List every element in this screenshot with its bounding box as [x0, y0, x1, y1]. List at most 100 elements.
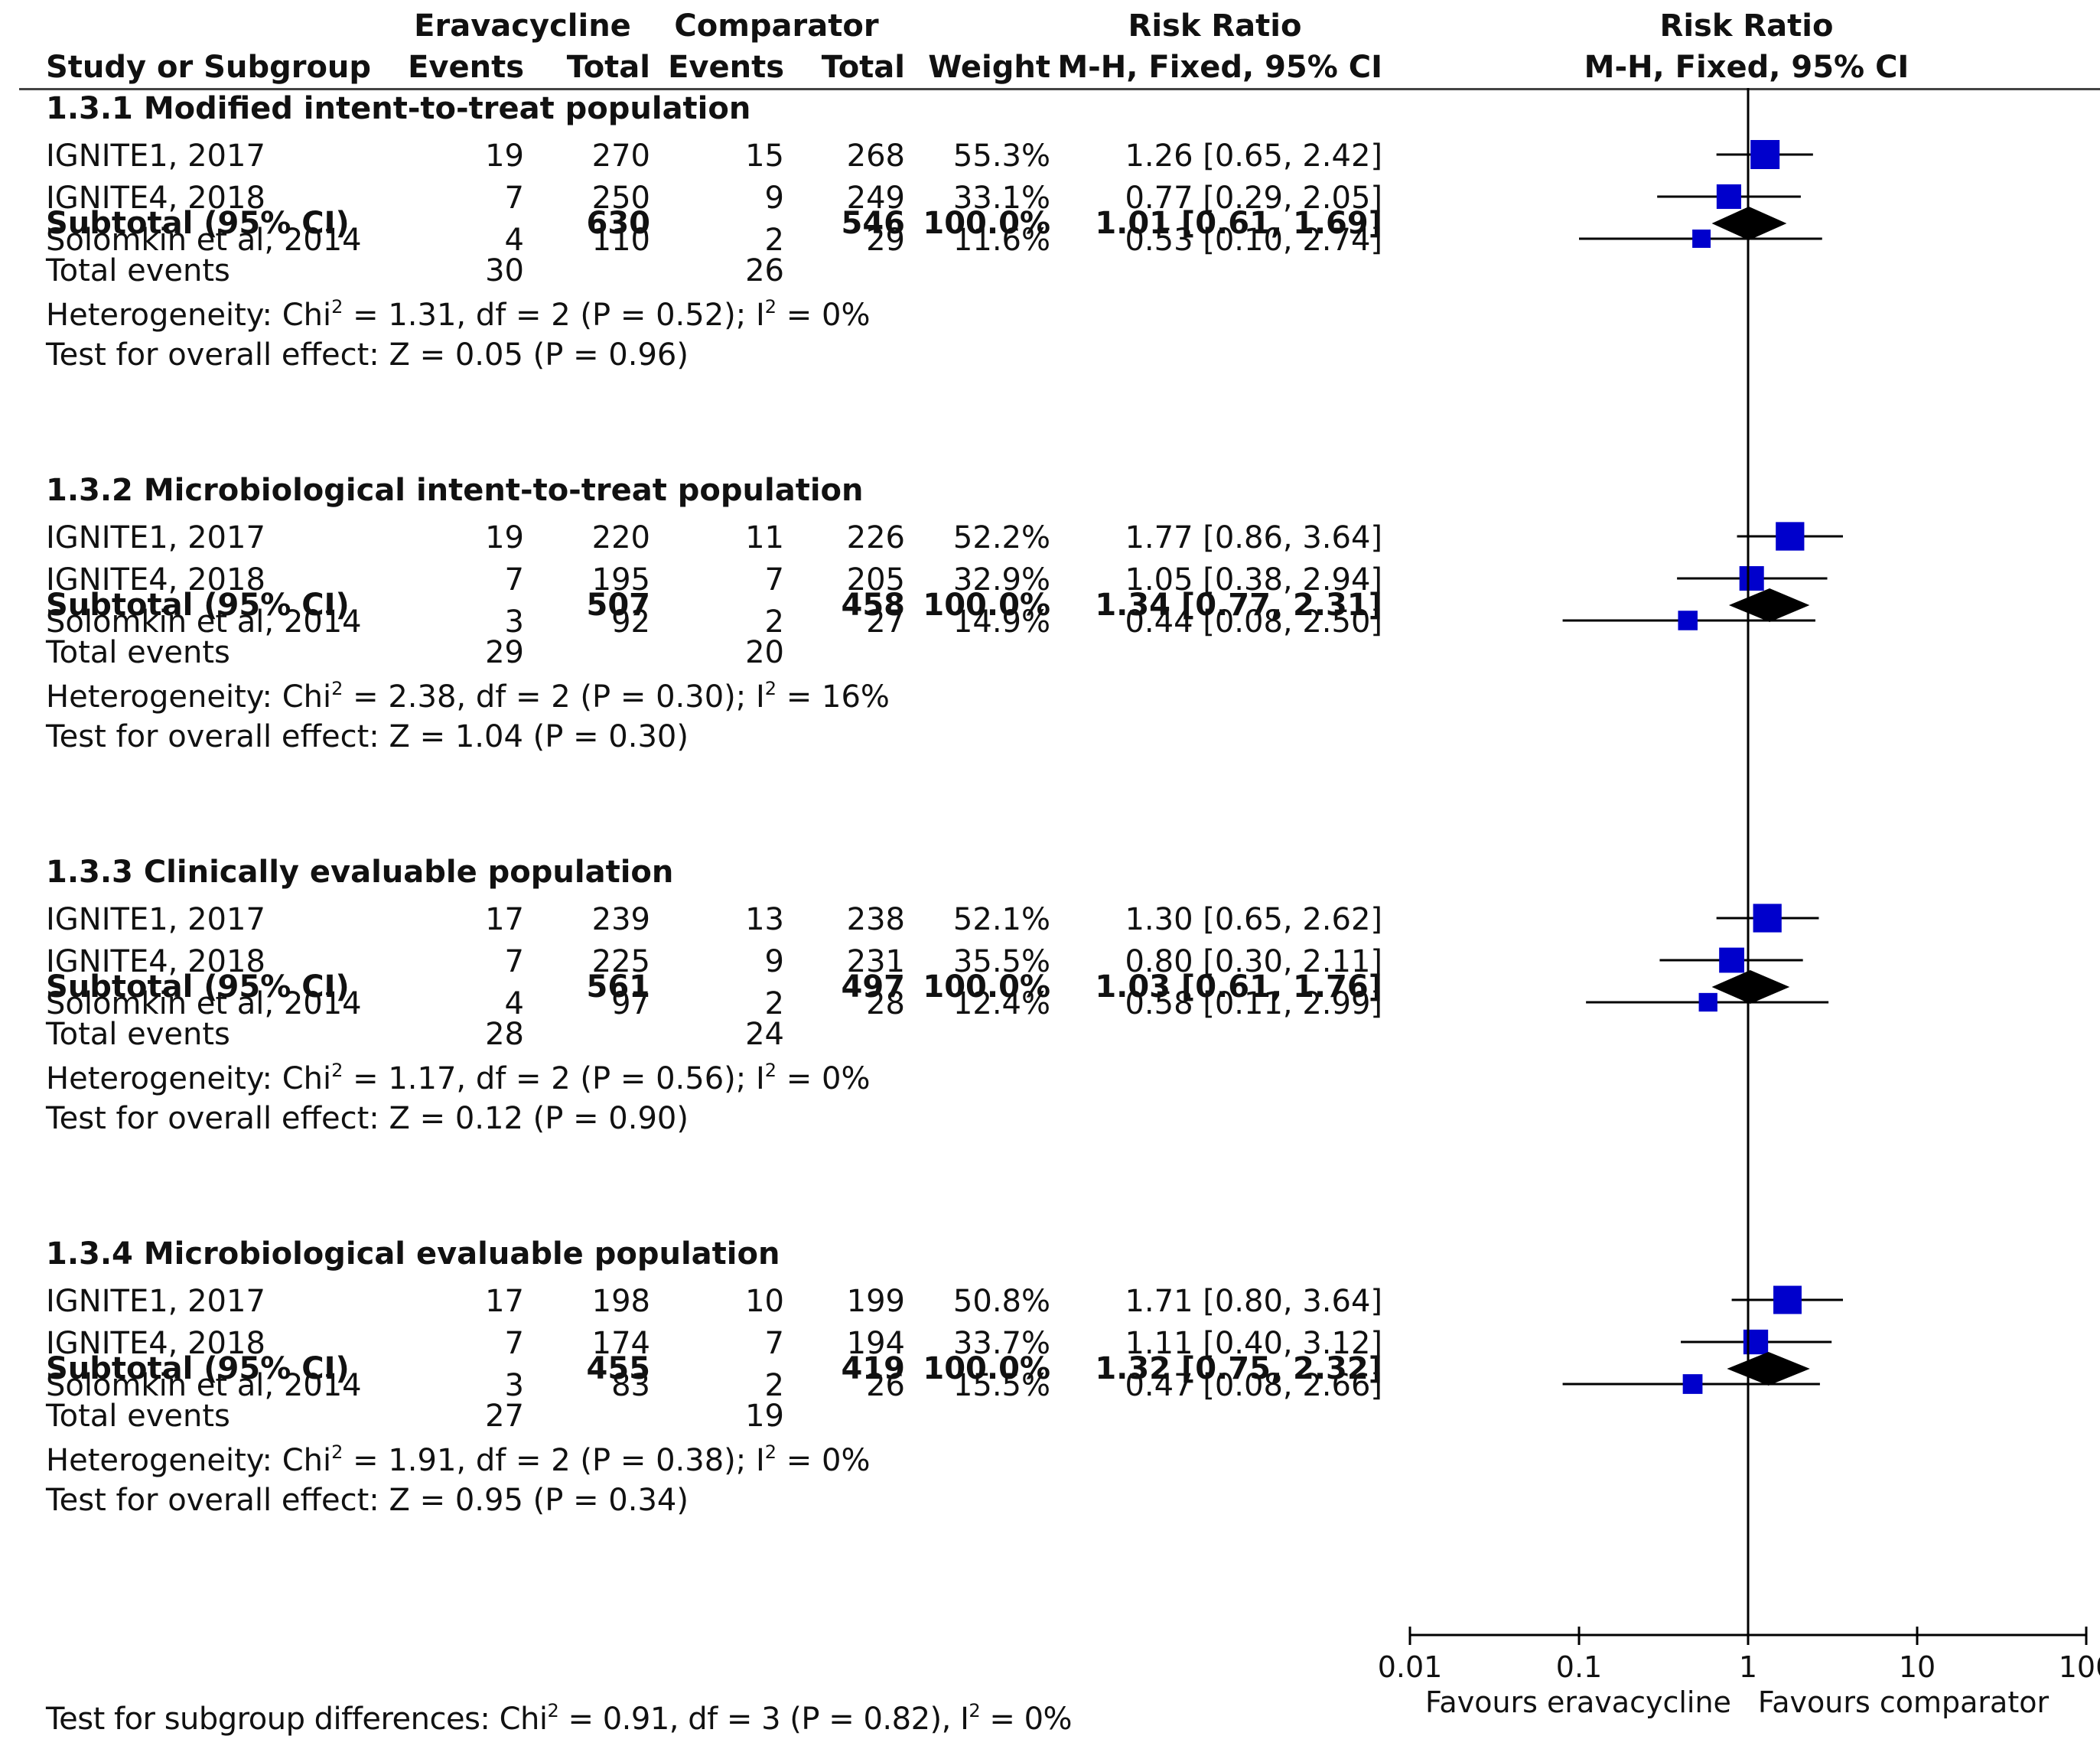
study-events1: 4: [504, 223, 524, 258]
study-name: IGNITE4, 2018: [46, 181, 265, 216]
subgroup-differences-text-post: = 0%: [980, 1702, 1073, 1737]
total-events-label: Total events: [46, 1399, 230, 1434]
overall-effect-text: Test for overall effect: Z = 0.12 (P = 0…: [46, 1101, 689, 1136]
header-weight: Weight: [928, 50, 1050, 85]
subtotal-total2: 497: [841, 969, 906, 1005]
study-total1: 110: [591, 223, 650, 258]
total-events-label: Total events: [46, 253, 230, 288]
x-tick-label: 0.01: [1377, 1650, 1443, 1684]
study-total1: 250: [591, 181, 650, 216]
study-weight: 52.2%: [952, 520, 1050, 555]
subgroup-differences-text-sup1: 2: [547, 1700, 559, 1721]
subtotal-weight: 100.0%: [923, 206, 1050, 241]
heterogeneity-text-pre: Heterogeneity: Chi: [46, 679, 332, 715]
study-events2: 2: [764, 1368, 784, 1403]
total-events1: 29: [485, 635, 524, 670]
total-events-label: Total events: [46, 1017, 230, 1052]
study-weight: 50.8%: [952, 1284, 1050, 1319]
study-name: IGNITE1, 2017: [46, 138, 265, 174]
study-total2: 205: [846, 562, 905, 598]
study-total2: 231: [846, 944, 905, 979]
header-events1: Events: [408, 50, 524, 85]
subtotal-label: Subtotal (95% CI): [46, 1351, 350, 1386]
x-tick-label: 10: [1898, 1650, 1936, 1684]
study-marker: [1739, 565, 1764, 591]
study-events2: 9: [764, 944, 784, 979]
study-marker: [1716, 184, 1741, 210]
study-total1: 270: [591, 138, 650, 174]
heterogeneity-text-mid: = 1.31, df = 2 (P = 0.52); I: [343, 298, 765, 333]
study-total2: 268: [846, 138, 905, 174]
subgroup-differences-text-pre: Test for subgroup differences: Chi: [46, 1702, 548, 1737]
study-events1: 19: [485, 138, 524, 174]
subtotal-total2: 546: [841, 206, 906, 241]
study-ci: 1.30 [0.65, 2.62]: [1125, 902, 1382, 937]
study-marker: [1753, 904, 1782, 933]
study-ci: 0.80 [0.30, 2.11]: [1125, 944, 1382, 979]
heterogeneity-text-mid: = 2.38, df = 2 (P = 0.30); I: [343, 679, 765, 715]
heterogeneity-text: Heterogeneity: Chi2 = 1.17, df = 2 (P = …: [46, 1061, 870, 1094]
heterogeneity-text-sup1: 2: [331, 296, 343, 318]
study-events2: 2: [764, 223, 784, 258]
study-ci: 0.44 [0.08, 2.50]: [1125, 604, 1382, 640]
total-events-label: Total events: [46, 635, 230, 670]
study-total1: 225: [591, 944, 650, 979]
total-events1: 27: [485, 1399, 524, 1434]
study-name: Solomkin et al, 2014: [46, 1368, 362, 1403]
study-total1: 174: [591, 1326, 650, 1361]
header-method-plot: M-H, Fixed, 95% CI: [1584, 50, 1910, 85]
study-weight: 33.1%: [952, 181, 1050, 216]
study-events1: 7: [504, 944, 524, 979]
subtotal-ci: 1.34 [0.77, 2.31]: [1095, 588, 1382, 623]
study-events2: 9: [764, 181, 784, 216]
x-tick-label: 100: [2058, 1650, 2100, 1684]
subtotal-label: Subtotal (95% CI): [46, 588, 350, 623]
heterogeneity-text-sup2: 2: [764, 1060, 777, 1081]
study-marker: [1698, 992, 1717, 1012]
study-name: IGNITE4, 2018: [46, 944, 265, 979]
study-ci: 1.11 [0.40, 3.12]: [1125, 1326, 1382, 1361]
x-tick-label: 1: [1738, 1650, 1758, 1684]
study-name: IGNITE1, 2017: [46, 1284, 265, 1319]
study-total1: 92: [611, 604, 650, 640]
subgroup-differences-text-mid: = 0.91, df = 3 (P = 0.82), I: [558, 1702, 969, 1737]
heterogeneity-text-sup2: 2: [764, 678, 777, 699]
study-weight: 14.9%: [952, 604, 1050, 640]
study-events1: 7: [504, 562, 524, 598]
subtotal-total1: 630: [586, 206, 651, 241]
heterogeneity-text-mid: = 1.17, df = 2 (P = 0.56); I: [343, 1061, 765, 1096]
total-events2: 24: [745, 1017, 784, 1052]
subtotal-ci: 1.32 [0.75, 2.32]: [1095, 1351, 1382, 1386]
study-name: Solomkin et al, 2014: [46, 604, 362, 640]
header-total1: Total: [566, 50, 650, 85]
overall-effect-text: Test for overall effect: Z = 0.05 (P = 0…: [46, 337, 689, 373]
subtotal-total1: 455: [586, 1351, 651, 1386]
study-weight: 15.5%: [952, 1368, 1050, 1403]
study-total1: 220: [591, 520, 650, 555]
study-weight: 55.3%: [952, 138, 1050, 174]
subtotal-total2: 419: [841, 1351, 906, 1386]
study-ci: 0.58 [0.11, 2.99]: [1125, 986, 1382, 1021]
study-marker: [1678, 611, 1698, 630]
study-total2: 199: [846, 1284, 905, 1319]
subtotal-label: Subtotal (95% CI): [46, 969, 350, 1005]
study-total2: 27: [866, 604, 905, 640]
study-marker: [1750, 140, 1780, 169]
study-name: IGNITE1, 2017: [46, 902, 265, 937]
favours-left-label: Favours eravacycline: [1425, 1685, 1731, 1719]
subtotal-diamond: [1711, 970, 1790, 1004]
study-weight: 11.6%: [952, 223, 1050, 258]
study-name: IGNITE4, 2018: [46, 562, 265, 598]
study-total2: 249: [846, 181, 905, 216]
study-events2: 10: [745, 1284, 784, 1319]
study-total2: 29: [866, 223, 905, 258]
heterogeneity-text: Heterogeneity: Chi2 = 1.91, df = 2 (P = …: [46, 1443, 870, 1476]
study-events1: 3: [504, 1368, 524, 1403]
study-ci: 0.47 [0.08, 2.66]: [1125, 1368, 1382, 1403]
total-events1: 30: [485, 253, 524, 288]
header-group2: Comparator: [674, 8, 879, 44]
study-ci: 1.77 [0.86, 3.64]: [1125, 520, 1382, 555]
study-ci: 1.05 [0.38, 2.94]: [1125, 562, 1382, 598]
subtotal-total1: 561: [586, 969, 651, 1005]
heterogeneity-text-pre: Heterogeneity: Chi: [46, 298, 332, 333]
